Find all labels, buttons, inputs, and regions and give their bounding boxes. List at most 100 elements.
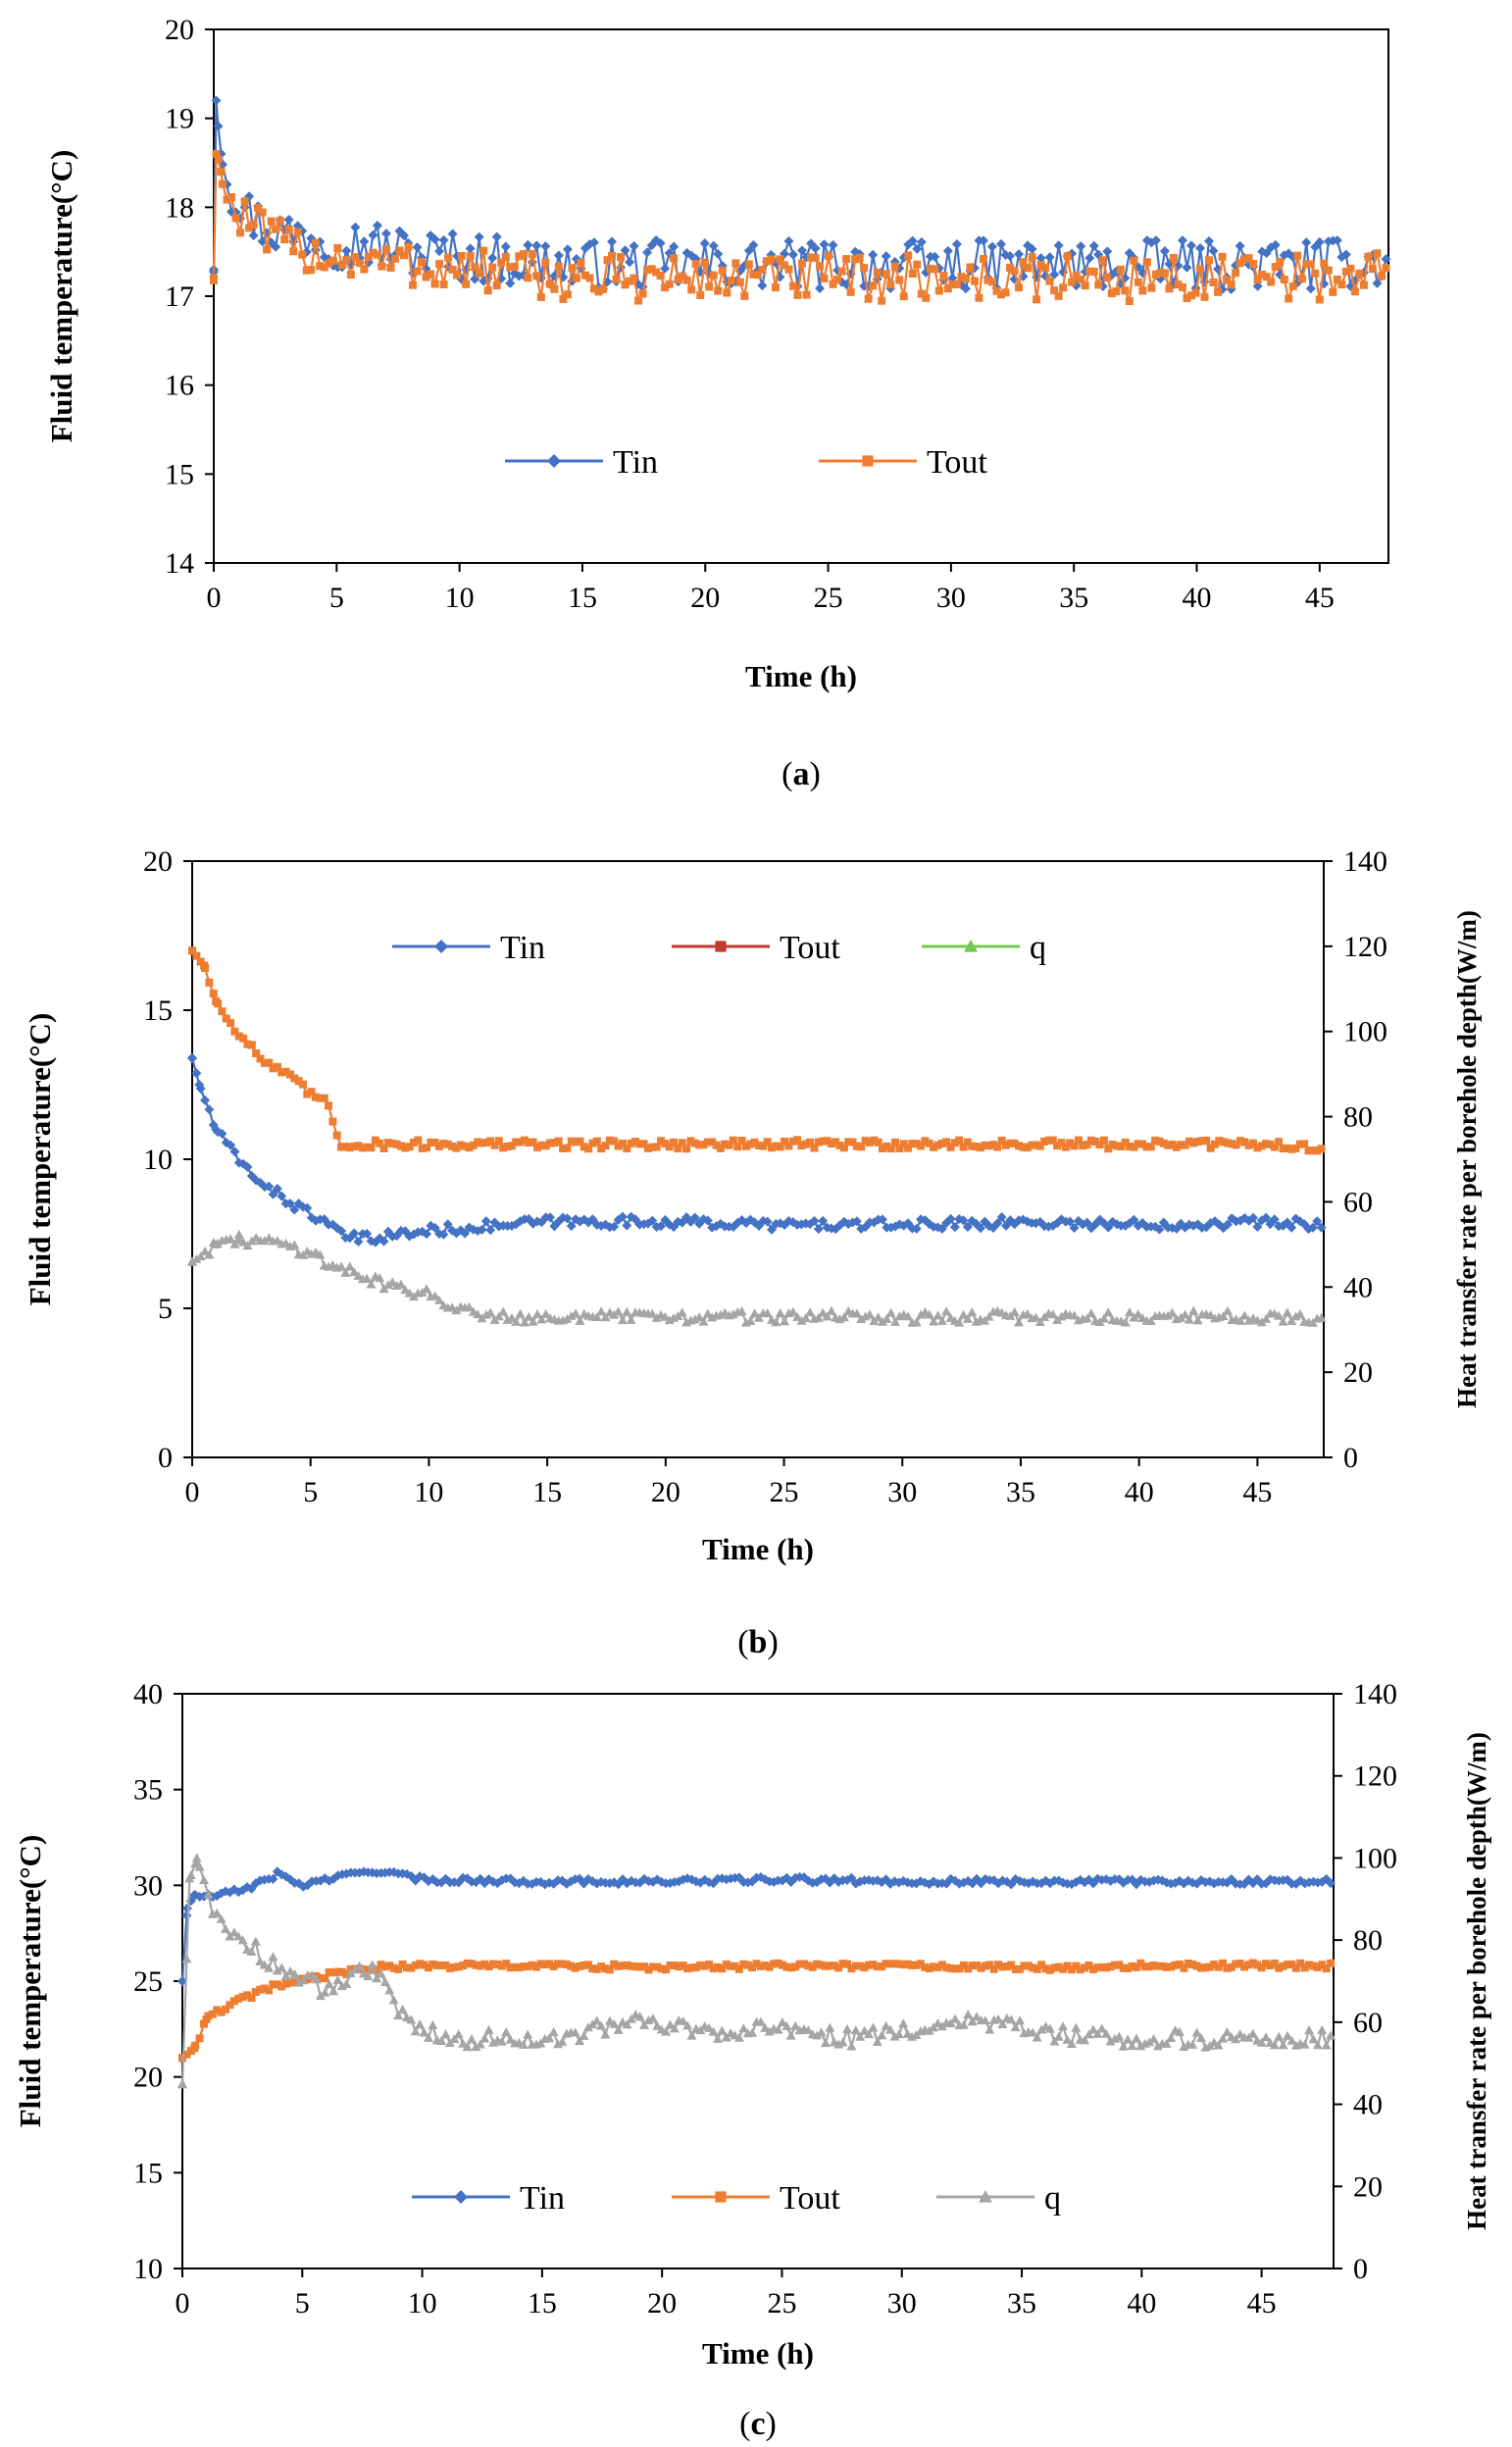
- data-point-q: [967, 2016, 978, 2026]
- data-point-Tout: [878, 1963, 886, 1971]
- data-point-Tout: [213, 2006, 222, 2014]
- data-point-Tout: [1172, 1143, 1181, 1151]
- data-point-Tout: [1249, 1139, 1258, 1147]
- data-point-q: [307, 1970, 318, 1980]
- data-point-q: [397, 2004, 408, 2014]
- data-point-Tout: [240, 197, 249, 206]
- data-point-q: [462, 2042, 473, 2052]
- data-point-q: [1049, 2036, 1060, 2046]
- data-point-Tin: [962, 1221, 973, 1232]
- y2-tick-label: 20: [1353, 2170, 1383, 2203]
- data-point-Tin: [828, 239, 838, 250]
- data-point-q: [473, 1309, 483, 1319]
- data-point-Tin: [272, 1183, 282, 1194]
- data-point-Tin: [1076, 241, 1086, 252]
- data-point-Tin: [986, 241, 997, 252]
- data-point-Tout: [439, 280, 448, 289]
- data-point-Tout: [1300, 1140, 1309, 1148]
- data-point-q: [376, 1968, 386, 1978]
- data-point-q: [1062, 2034, 1073, 2044]
- data-point-Tout: [405, 1143, 414, 1151]
- data-point-Tout: [1322, 1964, 1331, 1973]
- data-point-Tout: [750, 1138, 759, 1147]
- data-point-Tout: [439, 1140, 448, 1148]
- data-point-q: [967, 1307, 978, 1317]
- data-point-Tout: [325, 259, 333, 268]
- data-point-q: [893, 2029, 904, 2039]
- data-point-q: [1066, 2039, 1077, 2049]
- data-point-Tout: [925, 1139, 933, 1147]
- data-point-Tout: [793, 1136, 802, 1145]
- data-point-Tout: [280, 235, 289, 244]
- data-point-Tin: [992, 1218, 1003, 1229]
- data-point-q: [702, 1308, 713, 1318]
- data-point-Tout: [418, 257, 427, 266]
- series-Tin: [177, 1866, 1336, 1987]
- data-point-Tout: [665, 1143, 674, 1151]
- data-point-Tout: [931, 265, 939, 274]
- data-point-q: [889, 2031, 900, 2041]
- x-tick-label: 0: [207, 582, 222, 614]
- data-point-Tout: [501, 253, 510, 262]
- data-point-q: [1174, 2026, 1184, 2036]
- data-point-Tout: [869, 281, 878, 290]
- data-point-q: [813, 1312, 824, 1322]
- data-point-q: [315, 1249, 326, 1259]
- data-point-Tout: [234, 1994, 243, 2003]
- data-point-Tout: [532, 1143, 541, 1151]
- data-point-q: [1009, 1306, 1020, 1316]
- data-point-Tout: [1140, 1963, 1149, 1971]
- data-point-Tout: [218, 1007, 227, 1016]
- data-point-Tout: [987, 278, 996, 286]
- y2-tick-label: 0: [1353, 2253, 1368, 2285]
- data-point-Tout: [943, 284, 952, 293]
- data-point-q: [393, 2011, 404, 2020]
- data-point-Tout: [1151, 270, 1160, 279]
- data-point-q: [796, 1315, 807, 1325]
- data-point-Tout: [277, 1982, 286, 1991]
- data-point-q: [354, 1961, 365, 1970]
- data-point-Tout: [205, 978, 214, 987]
- data-point-Tout: [922, 293, 931, 302]
- data-point-Tout: [572, 274, 580, 282]
- data-point-Tout: [281, 1979, 290, 1988]
- data-point-Tout: [364, 1966, 373, 1975]
- data-point-Tout: [580, 271, 589, 280]
- data-point-Tout: [1011, 1964, 1020, 1973]
- data-point-Tout: [1117, 1143, 1126, 1151]
- data-point-q: [728, 1309, 738, 1319]
- data-point-Tout: [705, 282, 714, 291]
- data-point-Tout: [462, 280, 471, 288]
- data-point-Tout: [908, 270, 917, 279]
- legend-marker: [862, 455, 874, 467]
- data-point-Tout: [1232, 1960, 1240, 1968]
- data-point-Tout: [1149, 1962, 1158, 1970]
- data-point-Tout: [696, 290, 705, 299]
- data-point-q: [717, 2025, 728, 2035]
- data-point-Tout: [1007, 1961, 1016, 1969]
- data-point-Tout: [791, 1963, 800, 1971]
- data-point-Tout: [1102, 1963, 1111, 1972]
- data-point-Tout: [966, 263, 975, 272]
- data-point-Tout: [307, 266, 316, 275]
- data-point-Tout: [1019, 258, 1028, 267]
- data-point-Tout: [1253, 1144, 1262, 1152]
- series-line-Tout: [190, 949, 1323, 1152]
- data-point-Tout: [886, 1960, 895, 1968]
- y2-tick-label: 60: [1353, 2007, 1383, 2039]
- data-point-Tin: [1065, 1216, 1076, 1227]
- data-point-Tout: [243, 1991, 252, 2000]
- data-point-Tout: [682, 276, 691, 284]
- data-point-Tin: [1084, 253, 1095, 264]
- data-point-q: [233, 1229, 244, 1239]
- data-point-Tin: [283, 215, 294, 226]
- data-point-q: [524, 1311, 534, 1321]
- data-point-Tout: [481, 1139, 490, 1147]
- data-point-Tout: [1219, 1959, 1228, 1967]
- data-point-Tout: [545, 280, 554, 288]
- data-point-Tout: [1023, 1144, 1032, 1152]
- data-point-Tout: [420, 1961, 428, 1969]
- x-tick-label: 10: [408, 2287, 437, 2320]
- y2-tick-label: 40: [1343, 1271, 1373, 1303]
- data-point-q: [881, 2020, 891, 2030]
